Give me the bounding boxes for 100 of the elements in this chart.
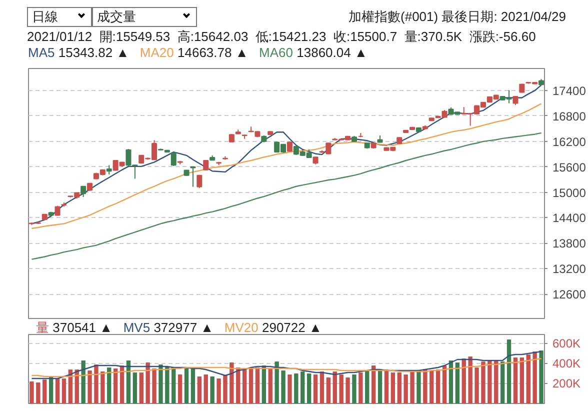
text: MA60	[259, 45, 294, 60]
bar	[152, 368, 156, 404]
bar	[339, 374, 344, 404]
text: 加權指數(#001) 最後日期: 2021/04/29	[348, 8, 566, 26]
bar	[326, 378, 331, 404]
bar	[371, 366, 376, 404]
candlestick	[106, 164, 112, 175]
line-series	[31, 103, 542, 229]
y-tick-label: 14400	[552, 211, 586, 226]
bar	[500, 362, 505, 404]
y-tick-label: 600K	[552, 336, 581, 350]
bar	[184, 368, 189, 404]
bar	[62, 378, 66, 404]
bar	[455, 362, 460, 404]
bar	[462, 358, 466, 404]
bar	[288, 374, 292, 404]
text: 14663.78 ▲	[178, 45, 248, 60]
y-tick-label: 13800	[552, 236, 586, 251]
line-series	[31, 350, 542, 380]
bar	[120, 366, 124, 404]
y-tick-label: 16200	[552, 134, 586, 149]
bar	[55, 378, 60, 404]
y-tick-label: 16800	[552, 109, 586, 124]
bar	[262, 366, 266, 404]
bar	[197, 376, 202, 404]
candlestick	[196, 174, 202, 189]
bar	[36, 382, 40, 404]
y-tick-label: 15600	[552, 160, 586, 174]
bar	[113, 368, 118, 404]
text: MA20	[140, 45, 174, 60]
y-tick-label: 17400	[552, 84, 586, 98]
bar	[404, 374, 408, 404]
y-tick-label: 13200	[552, 262, 586, 276]
y-tick-label: 15000	[552, 186, 586, 200]
bar	[223, 376, 228, 404]
text: MA5	[28, 45, 55, 60]
bar	[165, 366, 170, 404]
bar	[358, 372, 363, 404]
bar	[190, 368, 196, 404]
annotation: 290722 ▲	[262, 320, 322, 335]
bar	[352, 374, 356, 404]
bar	[423, 370, 428, 404]
bar	[397, 372, 402, 404]
bar	[132, 372, 138, 404]
bar	[488, 360, 492, 404]
bar	[158, 364, 163, 404]
bar	[410, 370, 414, 404]
bar	[506, 340, 512, 404]
bar	[204, 374, 208, 404]
bar	[442, 366, 447, 404]
bar	[107, 368, 112, 404]
bar	[48, 376, 54, 404]
bar	[88, 370, 92, 404]
bar	[139, 372, 144, 404]
bar	[448, 360, 454, 404]
y-tick-label: 12600	[552, 288, 586, 302]
bar	[494, 360, 498, 404]
bar	[436, 370, 440, 404]
text: MV5	[123, 320, 150, 335]
bar	[532, 352, 537, 404]
y-tick-label: 400K	[552, 356, 581, 370]
bar	[539, 350, 544, 404]
bar	[178, 374, 182, 404]
bar	[274, 362, 279, 404]
bar	[346, 378, 350, 404]
text: 成交量	[92, 7, 197, 27]
bar	[300, 372, 305, 404]
bar	[242, 370, 247, 404]
bar	[526, 354, 530, 404]
bar	[216, 378, 221, 404]
bar	[42, 380, 47, 404]
bar	[100, 372, 105, 404]
text: MV20	[224, 320, 258, 335]
bar	[248, 368, 254, 404]
bar	[30, 382, 34, 404]
annotation: 372977 ▲	[154, 320, 214, 335]
bar	[332, 372, 337, 404]
bar	[378, 370, 382, 404]
text: 15343.82 ▲	[58, 45, 130, 60]
y-tick-label: 200K	[552, 376, 581, 390]
line-series	[31, 132, 542, 260]
bar	[230, 362, 234, 404]
bar	[481, 362, 486, 404]
bar	[416, 370, 421, 404]
candlestick	[203, 160, 209, 171]
bar	[146, 362, 150, 404]
bar	[268, 368, 272, 404]
bar	[468, 356, 472, 404]
text: 量	[36, 320, 49, 335]
bar	[320, 372, 324, 404]
bar	[172, 368, 176, 404]
bar	[474, 368, 479, 404]
bar	[430, 370, 434, 404]
bar	[81, 360, 86, 404]
bar	[126, 360, 131, 404]
bar	[513, 358, 518, 404]
bar	[294, 374, 298, 404]
text: 日線	[27, 7, 92, 27]
line-series	[31, 84, 542, 224]
line-series	[31, 358, 542, 378]
